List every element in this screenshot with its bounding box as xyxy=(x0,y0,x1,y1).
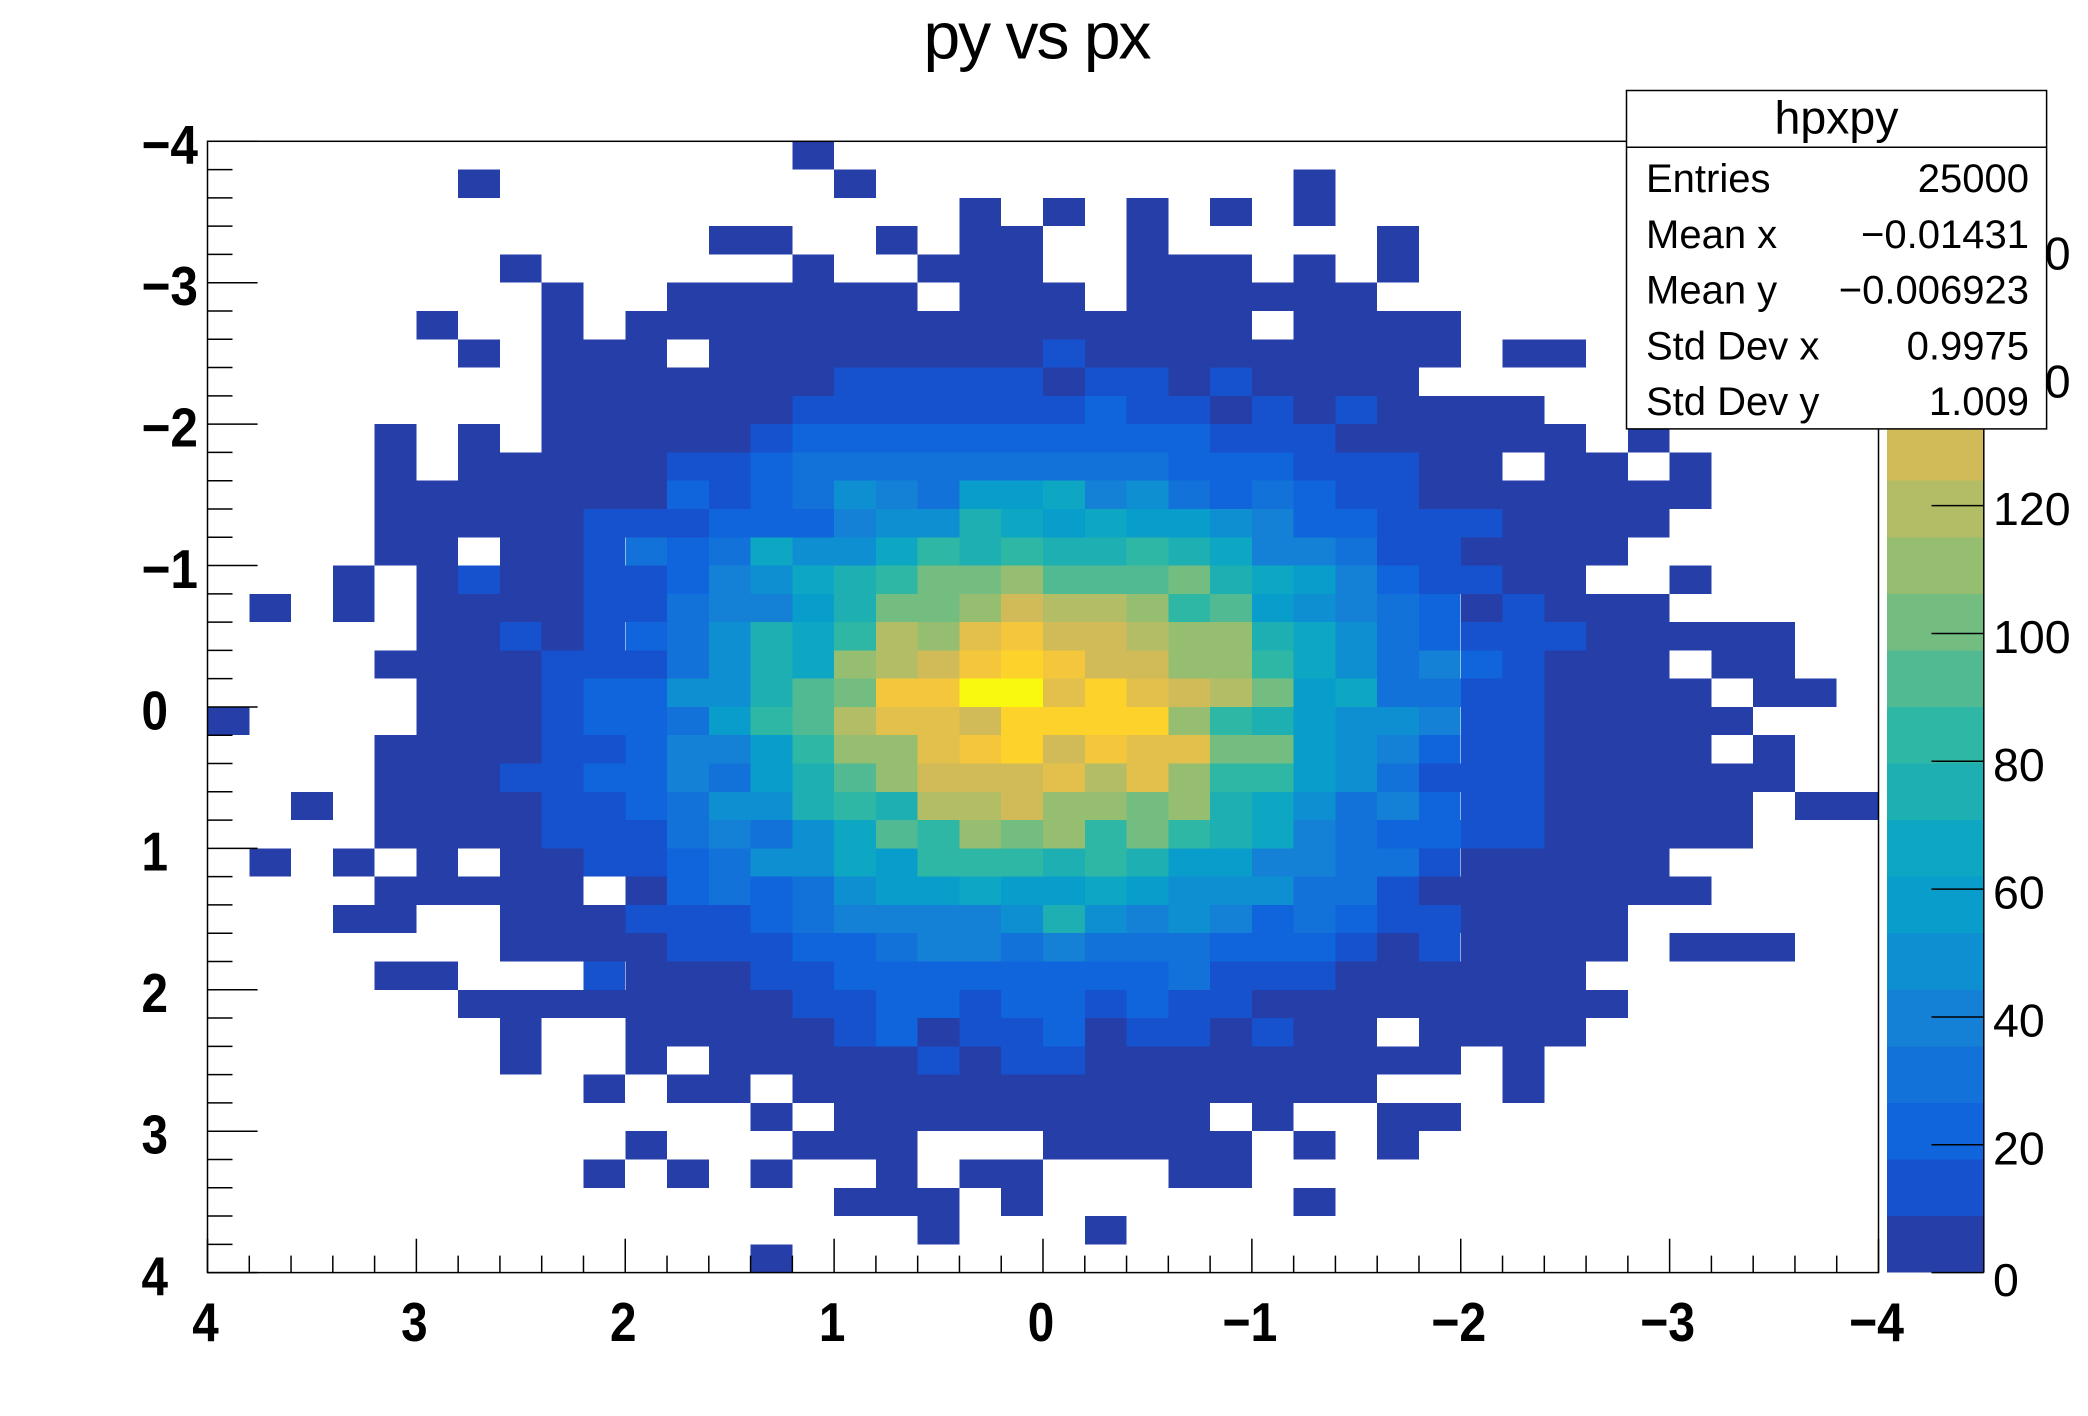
svg-text:1: 1 xyxy=(142,821,169,883)
svg-text:60: 60 xyxy=(1993,867,2045,919)
svg-text:Entries: Entries xyxy=(1646,157,1771,201)
svg-text:−1: −1 xyxy=(1222,1291,1277,1353)
svg-text:Std Dev x: Std Dev x xyxy=(1646,324,1819,368)
svg-text:−0.01431: −0.01431 xyxy=(1861,213,2029,257)
svg-text:0: 0 xyxy=(142,679,169,741)
svg-text:3: 3 xyxy=(142,1103,169,1165)
svg-text:Mean x: Mean x xyxy=(1646,213,1777,257)
svg-text:3: 3 xyxy=(401,1291,428,1353)
svg-text:20: 20 xyxy=(1993,1122,2045,1174)
svg-text:−4: −4 xyxy=(142,114,199,176)
svg-text:−2: −2 xyxy=(142,396,199,458)
svg-text:1: 1 xyxy=(819,1291,846,1353)
svg-text:100: 100 xyxy=(1993,611,2071,663)
svg-text:4: 4 xyxy=(192,1291,219,1353)
svg-text:1.009: 1.009 xyxy=(1929,380,2029,424)
svg-text:2: 2 xyxy=(142,962,169,1024)
svg-text:120: 120 xyxy=(1993,483,2071,535)
svg-text:80: 80 xyxy=(1993,739,2045,791)
svg-text:25000: 25000 xyxy=(1918,157,2029,201)
svg-text:−1: −1 xyxy=(142,538,199,600)
svg-text:0: 0 xyxy=(1028,1291,1055,1353)
svg-text:−0.006923: −0.006923 xyxy=(1839,269,2029,313)
svg-text:0.9975: 0.9975 xyxy=(1907,324,2029,368)
svg-text:0: 0 xyxy=(1993,1254,2019,1306)
svg-text:4: 4 xyxy=(142,1245,169,1307)
svg-text:2: 2 xyxy=(610,1291,637,1353)
svg-text:hpxpy: hpxpy xyxy=(1774,92,1899,144)
svg-text:−3: −3 xyxy=(142,255,199,317)
svg-text:Std Dev y: Std Dev y xyxy=(1646,380,1819,424)
svg-text:Mean y: Mean y xyxy=(1646,269,1777,313)
svg-text:−4: −4 xyxy=(1849,1291,1904,1353)
svg-text:−2: −2 xyxy=(1431,1291,1486,1353)
svg-text:py vs px: py vs px xyxy=(923,0,1151,73)
svg-text:40: 40 xyxy=(1993,994,2045,1046)
svg-text:−3: −3 xyxy=(1640,1291,1695,1353)
